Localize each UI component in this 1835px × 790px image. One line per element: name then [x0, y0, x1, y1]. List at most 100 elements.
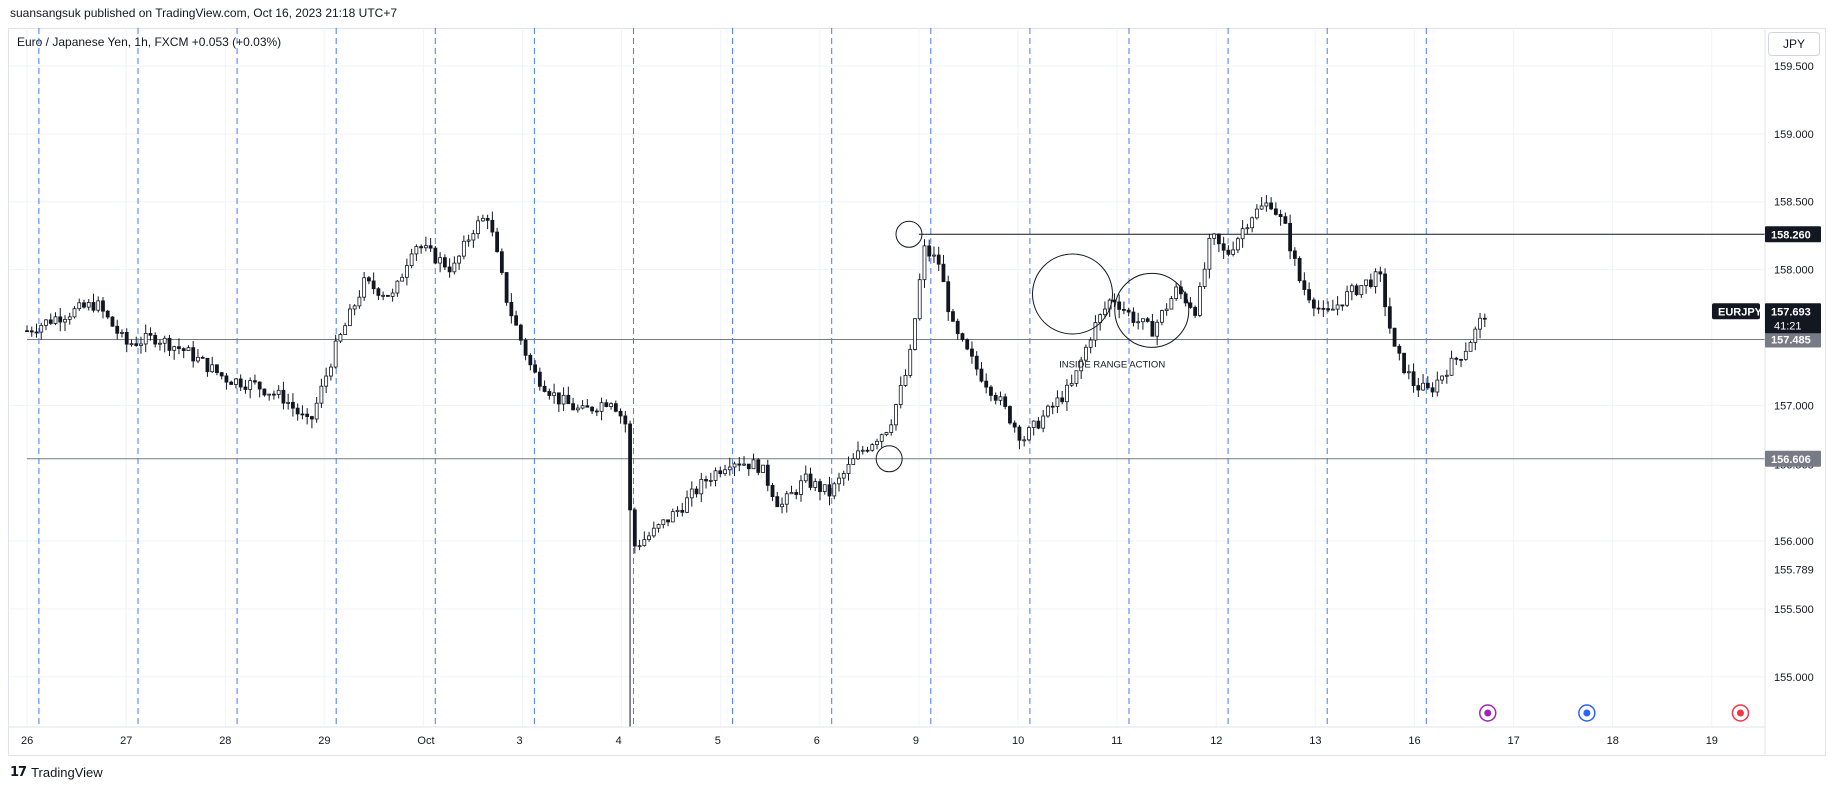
candle-body: [177, 346, 181, 350]
candle-body: [951, 311, 955, 322]
time-axis-label: 3: [517, 735, 523, 747]
candle-body: [1335, 304, 1340, 310]
candle-body: [343, 325, 348, 335]
time-axis-label: 16: [1408, 735, 1420, 747]
candle-body: [860, 449, 865, 452]
candle-body: [158, 342, 162, 345]
candle-body: [1421, 382, 1425, 391]
annotation-circle[interactable]: [1114, 272, 1190, 348]
candle-body: [362, 277, 367, 298]
candle-body: [827, 484, 832, 497]
candle-body: [314, 402, 319, 420]
lightning-event-icon-dot: [1484, 709, 1492, 717]
candle-body: [765, 464, 770, 486]
symbol-legend[interactable]: Euro / Japanese Yen, 1h, FXCM +0.053 (+0…: [17, 35, 282, 49]
candle-body: [67, 316, 72, 320]
candle-body: [1245, 227, 1250, 230]
candle-body: [974, 355, 979, 370]
candle-body: [1292, 250, 1297, 259]
candle-body: [129, 343, 134, 346]
candle-body: [452, 262, 457, 273]
annotation-text[interactable]: INSIDE RANGE ACTION: [1059, 359, 1165, 370]
candle-body: [385, 294, 390, 297]
candle-body: [291, 401, 295, 409]
candle-body: [875, 440, 879, 446]
candle-body: [1031, 420, 1036, 429]
candle-body: [329, 366, 333, 377]
candle-body: [552, 392, 556, 396]
candle-body: [628, 423, 632, 511]
candle-body: [1368, 279, 1373, 287]
candle-body: [229, 381, 234, 385]
level-price-tag: [1765, 226, 1821, 243]
candle-body: [770, 484, 775, 497]
candle-body: [1387, 306, 1392, 329]
candle-body: [1478, 317, 1482, 330]
candle-body: [718, 470, 723, 475]
candle-body: [457, 255, 462, 264]
candle-body: [822, 484, 827, 493]
candle-body: [1392, 327, 1397, 347]
candle-body: [851, 458, 856, 465]
candle-body: [575, 407, 580, 411]
chart-frame[interactable]: [8, 28, 1826, 756]
candle-body: [670, 511, 675, 523]
candle-body: [1136, 321, 1141, 324]
candle-body: [414, 246, 419, 255]
candle-body: [1473, 328, 1478, 343]
candle-body: [1012, 422, 1017, 428]
candle-body: [134, 343, 139, 346]
price-axis-tick-label: 159.000: [1774, 129, 1814, 141]
candle-body: [44, 319, 48, 326]
time-axis-label: 9: [913, 735, 919, 747]
candle-body: [490, 219, 495, 233]
candle-body: [324, 375, 329, 387]
symbol-tag: [1712, 303, 1760, 320]
candle-body: [927, 245, 932, 257]
time-axis-label: 26: [21, 735, 33, 747]
candle-body: [267, 393, 272, 396]
candle-body: [780, 503, 784, 508]
time-axis-label: 6: [814, 735, 820, 747]
candle-body: [485, 217, 490, 221]
candle-body: [794, 492, 799, 495]
candle-body: [1250, 217, 1255, 229]
candle-body: [181, 348, 186, 352]
candle-body: [1122, 308, 1126, 311]
level-price-tag-text: 158.260: [1771, 229, 1811, 241]
candle-body: [1202, 268, 1207, 287]
candle-body: [300, 413, 305, 416]
candle-body: [63, 319, 67, 323]
candle-body: [1036, 420, 1041, 429]
time-axis-label: 11: [1111, 735, 1122, 747]
candle-body: [1459, 358, 1463, 361]
candle-body: [594, 410, 599, 413]
candle-body: [86, 302, 91, 308]
candle-body: [34, 331, 39, 334]
currency-button[interactable]: JPY: [1768, 32, 1820, 56]
price-axis-tick-label: 158.500: [1774, 197, 1814, 209]
candle-body: [571, 403, 575, 411]
candle-body: [110, 316, 115, 327]
level-price-tag-text: 157.485: [1771, 334, 1811, 346]
candle-body: [400, 276, 405, 282]
candle-body: [894, 404, 898, 426]
candle-body: [1269, 202, 1274, 210]
tradingview-logo[interactable]: 17 TradingView: [10, 765, 103, 780]
candle-body: [248, 380, 253, 390]
candle-body: [1340, 304, 1345, 307]
candle-body: [162, 337, 167, 344]
candle-body: [960, 333, 965, 340]
annotation-circle[interactable]: [895, 220, 923, 248]
candle-body: [153, 334, 158, 345]
candle-body: [101, 300, 105, 312]
annotation-circle[interactable]: [875, 445, 903, 473]
candle-body: [656, 524, 661, 529]
candle-body: [72, 308, 77, 318]
time-axis-label: 17: [1508, 735, 1520, 747]
annotation-circle[interactable]: [1032, 253, 1114, 335]
candle-body: [409, 253, 414, 267]
candle-body: [139, 343, 143, 346]
candle-body: [191, 347, 196, 362]
